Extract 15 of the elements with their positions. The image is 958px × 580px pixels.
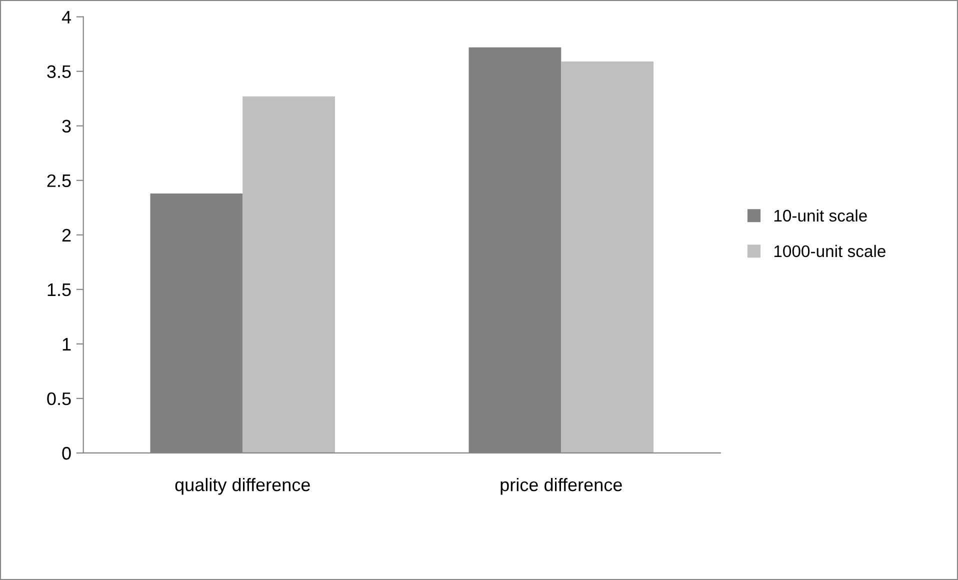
bar (242, 96, 335, 453)
y-tick-label: 3 (62, 120, 71, 133)
y-tick-label: 1 (62, 338, 71, 350)
legend-label: 1000-unit scale (774, 244, 886, 258)
y-tick-label: 2 (62, 228, 71, 242)
y-tick-label: 1.5 (48, 284, 71, 296)
x-tick-label: quality difference (175, 478, 310, 495)
y-tick-label: 0 (62, 446, 71, 460)
y-tick-label: 4 (62, 10, 72, 24)
bar (561, 62, 654, 453)
x-tick-label: price difference (500, 478, 622, 495)
y-tick-label: 2.5 (47, 174, 71, 188)
legend-label: 10-unit scale (774, 209, 867, 222)
y-tick-label: 0.5 (47, 392, 71, 406)
y-tick-label: 3.5 (47, 65, 71, 78)
